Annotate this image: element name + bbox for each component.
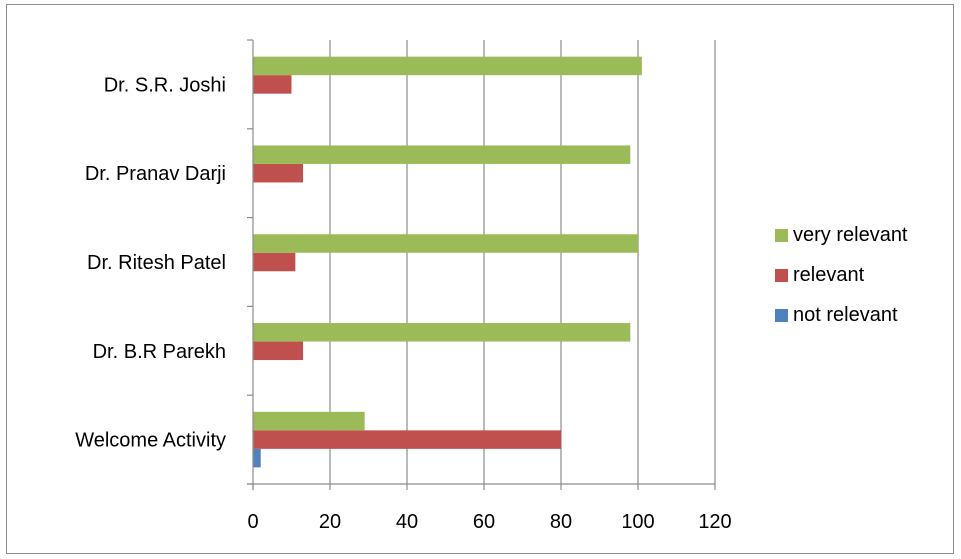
bar-very-relevant-4 bbox=[253, 56, 642, 76]
x-tick-label: 40 bbox=[396, 511, 418, 533]
chart-frame bbox=[6, 4, 954, 554]
legend-label-relevant: relevant bbox=[793, 264, 865, 286]
legend-swatch-very-relevant bbox=[775, 229, 788, 242]
legend: very relevant relevant not relevant bbox=[775, 224, 908, 326]
x-tick-label: 100 bbox=[621, 511, 654, 533]
bar-relevant-4 bbox=[253, 75, 292, 94]
x-tick-label: 120 bbox=[698, 511, 731, 533]
legend-label-very-relevant: very relevant bbox=[793, 224, 908, 246]
x-tick-label: 80 bbox=[550, 511, 572, 533]
legend-label-not-relevant: not relevant bbox=[793, 304, 898, 326]
category-label: Dr. B.R Parekh bbox=[93, 341, 226, 363]
gridlines bbox=[329, 40, 716, 484]
bar-relevant-0 bbox=[253, 430, 561, 449]
bars bbox=[253, 56, 642, 468]
legend-swatch-relevant bbox=[775, 269, 788, 282]
bar-not-relevant-0 bbox=[253, 448, 261, 468]
x-tick-label: 20 bbox=[319, 511, 341, 533]
bar-very-relevant-0 bbox=[253, 411, 365, 431]
bar-relevant-1 bbox=[253, 341, 304, 361]
bar-relevant-3 bbox=[253, 163, 304, 183]
category-label: Dr. Pranav Darji bbox=[85, 163, 226, 185]
bar-very-relevant-1 bbox=[253, 323, 631, 342]
axes bbox=[247, 39, 716, 490]
x-tick-labels: 0 20 40 60 80 100 120 bbox=[247, 511, 731, 533]
x-tick-label: 60 bbox=[473, 511, 495, 533]
category-labels: Welcome Activity Dr. B.R Parekh Dr. Ritesh… bbox=[75, 74, 226, 451]
category-label: Dr. S.R. Joshi bbox=[104, 74, 226, 96]
bar-relevant-2 bbox=[253, 252, 296, 272]
legend-swatch-not-relevant bbox=[775, 309, 788, 322]
category-label: Dr. Ritesh Patel bbox=[87, 252, 226, 274]
x-tick-label: 0 bbox=[247, 511, 258, 533]
bar-very-relevant-2 bbox=[253, 234, 638, 253]
bar-very-relevant-3 bbox=[253, 145, 631, 164]
category-label: Welcome Activity bbox=[75, 430, 226, 452]
